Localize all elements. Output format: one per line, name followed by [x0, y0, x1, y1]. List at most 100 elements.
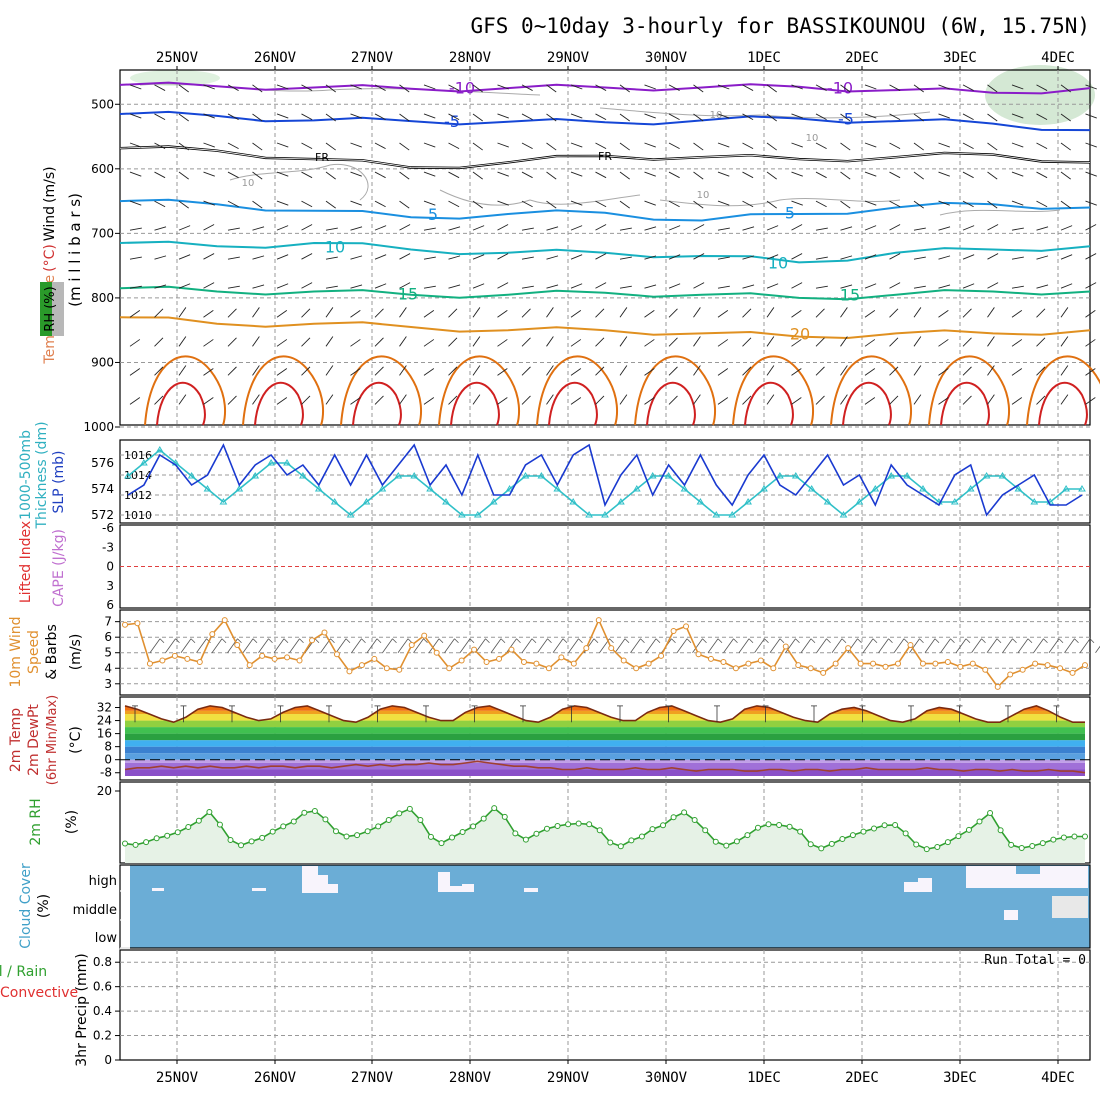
- wind-barb: [619, 227, 632, 231]
- label-cloud-cover: Cloud Cover: [18, 863, 34, 949]
- wind10-barb-flag: [841, 638, 847, 644]
- thickness-point: [887, 472, 896, 479]
- isotherm--5: [119, 110, 1091, 132]
- convective-red-lobe: [254, 381, 304, 426]
- top-date-label: 2DEC: [845, 50, 879, 66]
- wind-barb: [472, 307, 481, 318]
- wind10-barb-flag: [733, 638, 738, 644]
- wind-barb: [889, 171, 901, 179]
- wind-barb: [276, 142, 289, 148]
- wind-barb: [546, 284, 559, 289]
- wind-barb: [1011, 200, 1024, 206]
- wind-barb: [448, 395, 458, 405]
- wind-barb: [154, 200, 166, 208]
- wind10-point: [633, 665, 640, 672]
- wind10-barb: [568, 638, 579, 653]
- wind10-barb: [335, 638, 347, 653]
- wind-barb: [448, 84, 460, 91]
- cloud-clear-patch: [302, 866, 318, 893]
- temp-band: [125, 753, 1085, 760]
- thickness-point: [267, 459, 275, 466]
- rh2m-point: [459, 828, 466, 835]
- wind10-point: [870, 660, 877, 667]
- wind10-barb-flag: [485, 638, 490, 644]
- rh2m-point: [406, 805, 413, 812]
- wind10-point: [171, 652, 178, 659]
- wind-barb: [1036, 395, 1046, 405]
- bottom-date-label: 3DEC: [943, 1070, 977, 1086]
- wind-barb: [840, 84, 851, 93]
- convective-orange-lobe: [1026, 355, 1100, 426]
- temp2m-frame: [119, 696, 1091, 781]
- wind10-barb-flag: [686, 638, 692, 644]
- wind10-barb: [769, 638, 781, 653]
- wind-barb: [595, 113, 607, 120]
- wind-barb: [644, 339, 655, 347]
- wind-barb: [570, 254, 583, 260]
- wind-barb: [227, 366, 237, 376]
- rh2m-point: [902, 830, 909, 837]
- wind10-barb-flag: [283, 638, 289, 644]
- wind-barb: [938, 284, 951, 289]
- contour-label: -10: [449, 78, 475, 97]
- cloud-level-label: low: [95, 931, 118, 946]
- wind10-point: [146, 660, 153, 667]
- wind-barb: [227, 113, 239, 120]
- wind-barb: [766, 336, 775, 347]
- wind-barb: [546, 171, 557, 180]
- wind-barb: [178, 225, 191, 231]
- svg-text:(m i l l i b a r s): (m i l l i b a r s): [66, 193, 84, 307]
- wind10-point: [957, 663, 964, 670]
- wind-barb: [766, 200, 777, 209]
- wind-barb: [962, 84, 974, 91]
- label-precip-axis: 3hr Precip (mm): [74, 953, 90, 1066]
- wind-barb: [203, 282, 215, 289]
- wind-barb: [962, 200, 974, 208]
- wind10-point: [545, 665, 552, 672]
- thickness-point: [155, 446, 164, 453]
- wind-barb: [1060, 171, 1071, 180]
- label-6hr-minmax: (6hr Min/Max): [45, 695, 60, 785]
- mb-label: (m i l l i b a r s): [66, 193, 84, 307]
- wind-barb: [227, 256, 240, 260]
- wind10-barb-flag: [330, 638, 335, 644]
- wind-barb: [668, 171, 680, 179]
- wind-barb: [987, 365, 995, 376]
- rh2m-point: [216, 821, 223, 828]
- wind-barb: [423, 310, 435, 318]
- thickness-point: [760, 485, 768, 492]
- wind10-barb-flag: [454, 638, 459, 644]
- wind10-barb: [645, 638, 657, 653]
- wind10-point: [371, 655, 378, 662]
- wind-barb: [129, 113, 142, 119]
- convective-orange-lobe: [928, 355, 1011, 426]
- wind10-barb: [444, 638, 455, 653]
- wind10-barb: [475, 638, 486, 653]
- wind-barb: [815, 285, 828, 289]
- wind-barb: [521, 337, 531, 347]
- wind10-line: [124, 618, 1086, 689]
- wind-barb: [399, 84, 410, 93]
- wind-barb: [399, 171, 410, 180]
- wind-barb: [791, 397, 802, 405]
- thickness-point: [712, 511, 721, 518]
- isotherm-FR-inner: [119, 146, 1091, 169]
- upper-frame: [119, 69, 1091, 426]
- wind-barb: [668, 366, 678, 376]
- wind10-barb: [723, 638, 734, 653]
- wind-barb: [325, 171, 336, 180]
- wind10-barb: [785, 638, 796, 653]
- wind10-barb-flag: [1074, 638, 1079, 644]
- wind-barb: [668, 254, 681, 260]
- wind-barb: [766, 307, 775, 318]
- contour-label: 10: [806, 133, 819, 144]
- wind-barb: [766, 142, 777, 151]
- wind10-tick-label: 6: [104, 630, 112, 644]
- wind-barb: [423, 227, 436, 231]
- rh2m-point: [185, 824, 192, 831]
- wind-barb: [301, 171, 313, 179]
- upper-tick-label: 1000: [83, 420, 114, 434]
- wind-barb: [889, 395, 899, 405]
- wind10-point: [533, 660, 540, 667]
- rh2m-point: [427, 833, 434, 840]
